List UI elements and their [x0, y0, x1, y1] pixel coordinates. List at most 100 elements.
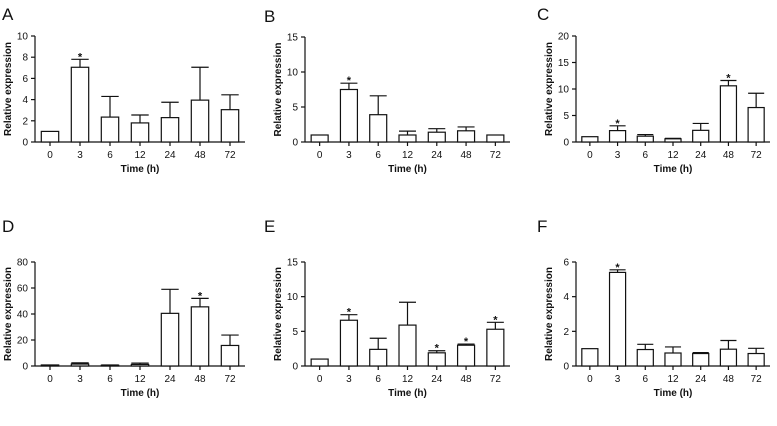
- bar: [310, 358, 329, 367]
- bar: [70, 363, 90, 367]
- x-tick-label: 6: [643, 374, 649, 385]
- x-tick-label: 0: [47, 150, 53, 161]
- x-tick-label: 72: [490, 150, 502, 161]
- x-tick-label: 0: [317, 374, 323, 385]
- x-tick-label: 3: [615, 374, 621, 385]
- significance-star: *: [726, 73, 731, 85]
- y-tick-label: 0: [292, 138, 298, 149]
- x-tick-label: 12: [134, 374, 146, 385]
- bar: [160, 117, 180, 143]
- x-tick-label: 72: [490, 374, 502, 385]
- bar: [190, 306, 210, 367]
- y-tick-label: 15: [558, 58, 570, 69]
- y-tick-label: 10: [558, 85, 570, 96]
- bar: [747, 106, 765, 143]
- x-tick-label: 6: [375, 374, 381, 385]
- bar: [70, 66, 90, 143]
- bar: [130, 363, 150, 367]
- panel-letter-B: B: [264, 7, 275, 26]
- bar: [692, 129, 710, 143]
- x-axis-label: Time (h): [388, 164, 427, 175]
- bar: [608, 271, 627, 367]
- y-tick-label: 0: [292, 362, 298, 373]
- x-tick-label: 12: [134, 150, 146, 161]
- y-tick-label: 2: [22, 116, 28, 127]
- significance-star: *: [464, 336, 469, 348]
- bar: [747, 352, 765, 367]
- x-tick-label: 6: [107, 150, 113, 161]
- bar: [719, 85, 738, 143]
- x-tick-label: 72: [224, 374, 236, 385]
- x-tick-label: 12: [667, 374, 679, 385]
- y-tick-label: 20: [558, 32, 570, 43]
- x-axis-label: Time (h): [654, 164, 693, 175]
- x-tick-label: 24: [164, 150, 176, 161]
- x-tick-label: 3: [615, 150, 621, 161]
- bar: [608, 130, 627, 143]
- y-tick-label: 0: [563, 138, 569, 149]
- x-tick-label: 6: [107, 374, 113, 385]
- x-tick-label: 12: [402, 374, 414, 385]
- y-tick-label: 6: [563, 258, 569, 269]
- y-tick-label: 0: [563, 362, 569, 373]
- bar: [130, 122, 150, 143]
- bar: [40, 364, 60, 367]
- bar: [664, 352, 682, 367]
- y-tick-label: 8: [22, 53, 28, 64]
- bar: [160, 312, 180, 367]
- x-tick-label: 0: [47, 374, 53, 385]
- bar: [339, 88, 359, 143]
- significance-star: *: [493, 314, 498, 326]
- y-tick-label: 40: [17, 310, 29, 321]
- bar: [398, 134, 417, 143]
- y-tick-label: 80: [17, 258, 29, 269]
- panel-letter-E: E: [264, 217, 275, 236]
- bar: [719, 348, 738, 367]
- x-tick-label: 48: [461, 150, 473, 161]
- bar: [581, 348, 599, 367]
- x-axis-label: Time (h): [121, 164, 160, 175]
- bar: [636, 135, 654, 143]
- bar: [692, 352, 710, 367]
- y-tick-label: 6: [22, 74, 28, 85]
- x-tick-label: 48: [723, 374, 735, 385]
- y-tick-label: 20: [17, 336, 29, 347]
- significance-star: *: [615, 118, 620, 130]
- x-tick-label: 3: [346, 374, 352, 385]
- x-tick-label: 24: [695, 374, 707, 385]
- x-axis-label: Time (h): [388, 388, 427, 399]
- bar: [427, 131, 446, 143]
- x-tick-label: 6: [375, 150, 381, 161]
- bar: [486, 134, 505, 143]
- bar: [369, 114, 388, 143]
- x-tick-label: 24: [431, 150, 443, 161]
- bar: [456, 130, 476, 143]
- bar: [190, 99, 210, 143]
- x-tick-label: 12: [667, 150, 679, 161]
- y-tick-label: 10: [17, 32, 29, 43]
- bar: [398, 324, 417, 367]
- bar: [427, 352, 446, 367]
- bar: [310, 134, 329, 143]
- x-tick-label: 72: [751, 150, 763, 161]
- panel-letter-F: F: [537, 217, 547, 236]
- y-axis-label: Relative expression: [273, 43, 284, 137]
- y-tick-label: 0: [22, 138, 28, 149]
- x-tick-label: 24: [164, 374, 176, 385]
- x-tick-label: 6: [643, 150, 649, 161]
- x-tick-label: 48: [461, 374, 473, 385]
- y-tick-label: 10: [287, 292, 299, 303]
- x-tick-label: 0: [317, 150, 323, 161]
- bar: [486, 328, 505, 367]
- x-tick-label: 24: [431, 374, 443, 385]
- y-tick-label: 5: [292, 327, 298, 338]
- bar: [636, 348, 654, 367]
- bar: [100, 116, 120, 143]
- y-tick-label: 4: [563, 292, 569, 303]
- significance-star: *: [198, 290, 203, 302]
- x-tick-label: 72: [224, 150, 236, 161]
- x-axis-label: Time (h): [654, 388, 693, 399]
- x-tick-label: 72: [751, 374, 763, 385]
- significance-star: *: [435, 343, 440, 355]
